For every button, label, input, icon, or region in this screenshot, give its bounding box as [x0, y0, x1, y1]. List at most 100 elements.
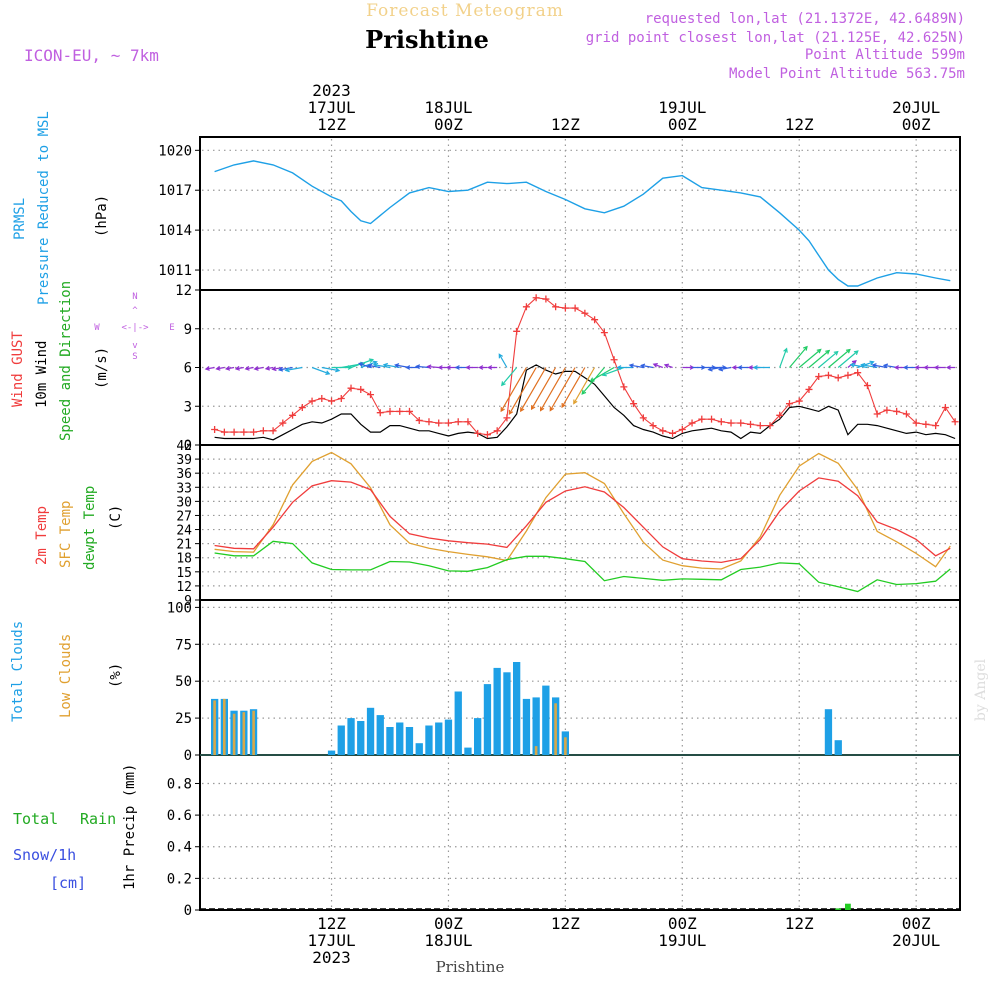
- wind-arrow: [789, 345, 808, 368]
- wind-arrow: [500, 367, 527, 413]
- total-cloud-bar: [376, 715, 384, 755]
- gust-marker: [659, 427, 667, 435]
- label-pressure-msl: Pressure Reduced to MSL: [36, 111, 52, 305]
- gust-marker: [669, 429, 677, 437]
- y-tick-label: 3: [184, 399, 192, 415]
- wind-speed-line: [214, 364, 956, 441]
- top-time-label: 18JUL: [424, 98, 472, 117]
- wind-arrow: [508, 367, 537, 415]
- gust-marker: [824, 371, 832, 379]
- low-cloud-bar: [564, 737, 567, 755]
- gust-marker: [698, 415, 706, 423]
- gust-marker: [240, 428, 248, 436]
- gust-marker: [873, 410, 881, 418]
- panel-1: [195, 136, 961, 291]
- wind-arrow: [520, 367, 547, 413]
- low-cloud-bar: [232, 713, 236, 755]
- gust-marker: [220, 428, 228, 436]
- wind-arrow: [215, 365, 225, 371]
- wind-gust-line: [214, 297, 956, 436]
- gust-marker: [863, 382, 871, 390]
- gust-marker: [561, 304, 569, 312]
- gust-marker: [717, 418, 725, 426]
- label-dewpt-temp: dewpt Temp: [82, 486, 98, 570]
- wind-arrow: [752, 365, 770, 370]
- wind-arrow: [849, 362, 868, 369]
- total-cloud-bar: [454, 691, 462, 755]
- gust-marker: [581, 309, 589, 317]
- label-2m-temp: 2m Temp: [34, 506, 50, 565]
- total-cloud-bar: [464, 747, 472, 755]
- gust-marker: [522, 303, 530, 311]
- cloud-labels: Total Clouds Low Clouds (%): [10, 621, 124, 722]
- wind-arrow: [640, 363, 654, 369]
- bottom-time-label: 12Z: [551, 914, 580, 933]
- wind-arrow: [628, 363, 644, 369]
- low-cloud-bar: [534, 746, 538, 755]
- gust-marker: [308, 397, 316, 405]
- top-time-label: 2023: [312, 81, 351, 100]
- wind-arrow: [321, 366, 341, 373]
- y-tick-label: 0: [184, 438, 192, 454]
- gust-marker: [269, 427, 277, 435]
- y-tick-label: 1014: [158, 223, 192, 239]
- gust-marker: [883, 406, 891, 414]
- total-cloud-bar: [337, 725, 345, 755]
- bottom-time-label: 17JUL: [307, 931, 355, 950]
- panel-frame: [199, 599, 961, 756]
- compass-cross: <-|->: [121, 323, 149, 333]
- gust-marker: [678, 426, 686, 433]
- y-tick-label: 1011: [158, 263, 192, 279]
- top-time-label: 00Z: [434, 115, 463, 134]
- y-tick-label: 42: [176, 439, 192, 454]
- pressure-labels: PRMSL Pressure Reduced to MSL (hPa): [12, 111, 110, 305]
- gust-marker: [211, 426, 219, 433]
- wind-arrow: [923, 365, 936, 370]
- wind-arrow: [244, 365, 254, 371]
- wind-arrow: [818, 350, 839, 368]
- y-tick-label: 33: [176, 481, 192, 496]
- gust-marker: [454, 418, 462, 426]
- rain-bar: [845, 903, 851, 910]
- wind-arrow: [589, 366, 615, 382]
- y-tick-label: 0.4: [167, 840, 192, 856]
- gust-marker: [415, 416, 423, 424]
- temp-labels: 2m Temp SFC Temp dewpt Temp (C): [34, 486, 124, 570]
- gust-marker: [902, 410, 910, 418]
- wind-arrow: [234, 365, 244, 371]
- total-cloud-bar: [503, 672, 511, 755]
- y-tick-label: 0.2: [167, 871, 192, 887]
- label-rain: Rain: [80, 810, 116, 828]
- y-tick-label: 9: [184, 322, 192, 338]
- label-wind-gust: Wind GUST: [10, 331, 26, 407]
- gust-marker: [513, 327, 521, 335]
- gust-marker: [815, 373, 823, 381]
- panel-4: [195, 599, 961, 756]
- y-tick-label: 12: [176, 580, 192, 595]
- temp-2m-line: [214, 477, 951, 564]
- y-tick-label: 0.6: [167, 808, 192, 824]
- wind-arrow: [372, 362, 391, 369]
- wind-arrow: [311, 366, 331, 375]
- gust-marker: [932, 422, 940, 430]
- wind-arrow: [284, 366, 303, 373]
- top-time-label: 12Z: [785, 115, 814, 134]
- gust-marker: [747, 420, 755, 428]
- y-tick-label: 0: [184, 748, 192, 764]
- gust-marker: [708, 415, 716, 423]
- top-time-label: 20JUL: [892, 98, 940, 117]
- compass-s: S: [132, 352, 137, 362]
- gust-marker: [347, 384, 355, 392]
- grid-point-coords: grid point closest lon,lat (21.125E, 42.…: [586, 30, 965, 46]
- gust-marker: [542, 295, 550, 303]
- gust-marker: [893, 407, 901, 415]
- bottom-location: Prishtine: [436, 958, 505, 976]
- label-c: (C): [108, 505, 124, 530]
- bottom-time-label: 00Z: [434, 914, 463, 933]
- label-10m-wind: 10m Wind: [34, 341, 50, 408]
- gust-marker: [649, 422, 657, 430]
- label-total: Total: [13, 810, 58, 828]
- top-time-label: 12Z: [317, 115, 346, 134]
- total-cloud-bar: [366, 707, 375, 755]
